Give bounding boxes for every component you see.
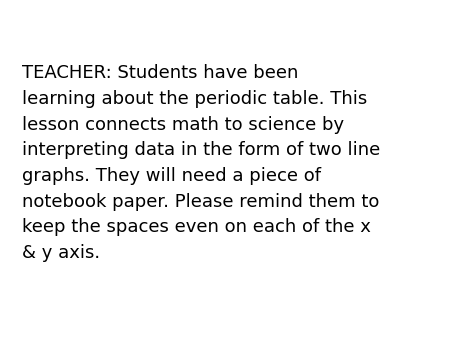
Text: TEACHER: Students have been
learning about the periodic table. This
lesson conne: TEACHER: Students have been learning abo…: [22, 64, 380, 262]
